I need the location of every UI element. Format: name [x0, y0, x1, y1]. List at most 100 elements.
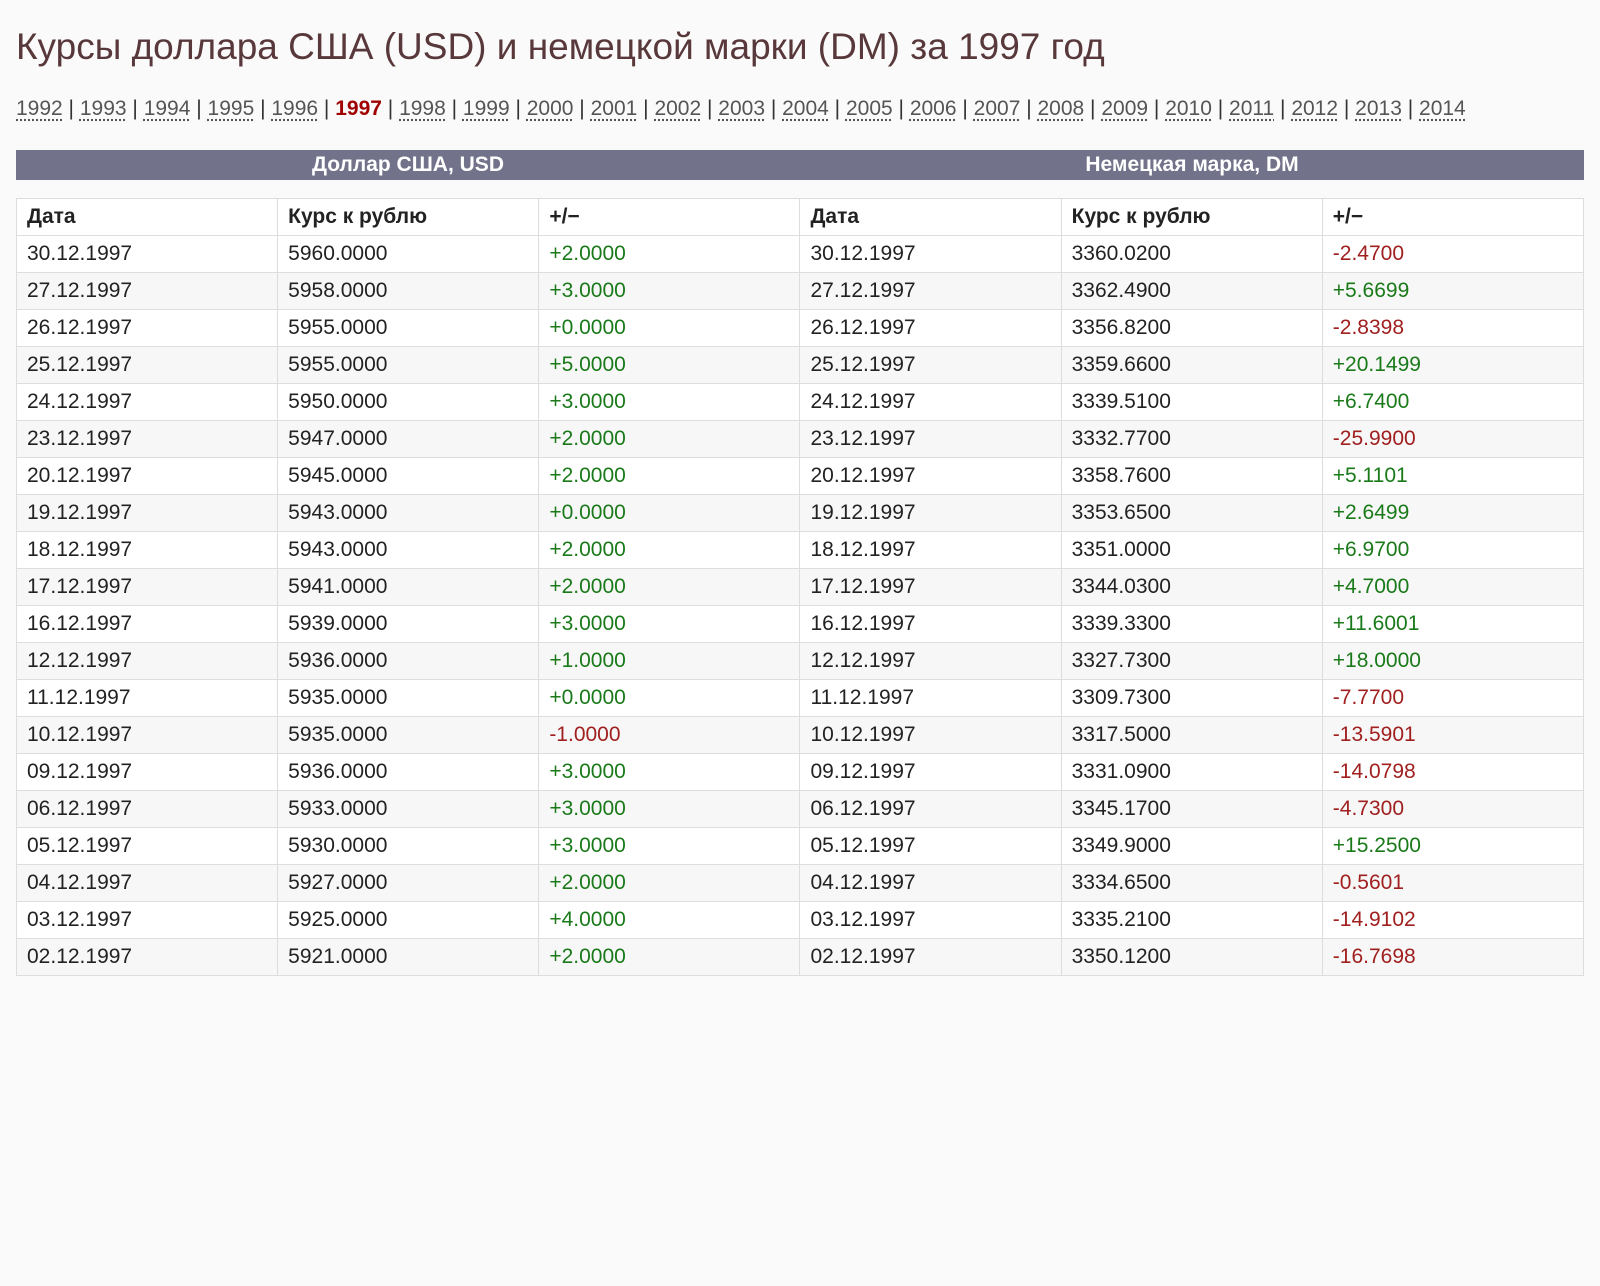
cell-rate: 3331.0900 — [1061, 753, 1322, 790]
table-row: 26.12.19975955.0000+0.000026.12.19973356… — [17, 309, 1584, 346]
cell-delta: -4.7300 — [1322, 790, 1583, 827]
year-separator: | — [127, 97, 144, 120]
year-separator: | — [382, 97, 399, 120]
cell-delta: +3.0000 — [539, 605, 800, 642]
table-header-row: ДатаКурс к рублю+/−ДатаКурс к рублю+/− — [17, 198, 1584, 235]
year-separator: | — [254, 97, 271, 120]
col-header-0: Дата — [17, 198, 278, 235]
cell-date: 30.12.1997 — [17, 235, 278, 272]
year-link-2008[interactable]: 2008 — [1038, 97, 1085, 120]
cell-rate: 5947.0000 — [278, 420, 539, 457]
cell-date: 02.12.1997 — [800, 938, 1061, 975]
cell-delta: -14.9102 — [1322, 901, 1583, 938]
cell-rate: 5930.0000 — [278, 827, 539, 864]
cell-date: 25.12.1997 — [800, 346, 1061, 383]
cell-date: 18.12.1997 — [17, 531, 278, 568]
year-link-1998[interactable]: 1998 — [399, 97, 446, 120]
cell-date: 10.12.1997 — [17, 716, 278, 753]
cell-delta: -2.8398 — [1322, 309, 1583, 346]
year-link-2004[interactable]: 2004 — [782, 97, 829, 120]
rates-table: ДатаКурс к рублю+/−ДатаКурс к рублю+/− 3… — [16, 198, 1584, 976]
col-header-4: Курс к рублю — [1061, 198, 1322, 235]
year-separator: | — [1274, 97, 1291, 120]
year-link-1995[interactable]: 1995 — [208, 97, 255, 120]
year-link-2010[interactable]: 2010 — [1165, 97, 1212, 120]
cell-date: 19.12.1997 — [800, 494, 1061, 531]
cell-date: 11.12.1997 — [17, 679, 278, 716]
year-link-2001[interactable]: 2001 — [591, 97, 638, 120]
cell-delta: +0.0000 — [539, 494, 800, 531]
cell-delta: +1.0000 — [539, 642, 800, 679]
cell-rate: 5927.0000 — [278, 864, 539, 901]
cell-rate: 5945.0000 — [278, 457, 539, 494]
table-row: 24.12.19975950.0000+3.000024.12.19973339… — [17, 383, 1584, 420]
cell-delta: +3.0000 — [539, 272, 800, 309]
year-separator: | — [637, 97, 654, 120]
cell-delta: +6.7400 — [1322, 383, 1583, 420]
table-row: 02.12.19975921.0000+2.000002.12.19973350… — [17, 938, 1584, 975]
cell-rate: 3351.0000 — [1061, 531, 1322, 568]
cell-date: 24.12.1997 — [17, 383, 278, 420]
table-row: 16.12.19975939.0000+3.000016.12.19973339… — [17, 605, 1584, 642]
cell-date: 26.12.1997 — [17, 309, 278, 346]
cell-rate: 5943.0000 — [278, 494, 539, 531]
year-separator: | — [1212, 97, 1229, 120]
cell-date: 09.12.1997 — [17, 753, 278, 790]
table-row: 19.12.19975943.0000+0.000019.12.19973353… — [17, 494, 1584, 531]
cell-rate: 5935.0000 — [278, 679, 539, 716]
cell-date: 19.12.1997 — [17, 494, 278, 531]
cell-date: 23.12.1997 — [800, 420, 1061, 457]
cell-delta: -1.0000 — [539, 716, 800, 753]
cell-date: 04.12.1997 — [800, 864, 1061, 901]
cell-date: 05.12.1997 — [800, 827, 1061, 864]
year-separator: | — [765, 97, 782, 120]
year-link-2007[interactable]: 2007 — [974, 97, 1021, 120]
year-link-2003[interactable]: 2003 — [718, 97, 765, 120]
cell-delta: +2.0000 — [539, 457, 800, 494]
cell-delta: +2.0000 — [539, 568, 800, 605]
cell-date: 30.12.1997 — [800, 235, 1061, 272]
table-row: 06.12.19975933.0000+3.000006.12.19973345… — [17, 790, 1584, 827]
year-link-1992[interactable]: 1992 — [16, 97, 63, 120]
year-link-2013[interactable]: 2013 — [1355, 97, 1402, 120]
cell-delta: -0.5601 — [1322, 864, 1583, 901]
year-link-1993[interactable]: 1993 — [80, 97, 127, 120]
cell-rate: 5950.0000 — [278, 383, 539, 420]
cell-date: 18.12.1997 — [800, 531, 1061, 568]
cell-rate: 5943.0000 — [278, 531, 539, 568]
year-separator: | — [1084, 97, 1101, 120]
cell-rate: 5960.0000 — [278, 235, 539, 272]
cell-delta: -13.5901 — [1322, 716, 1583, 753]
year-separator: | — [318, 97, 335, 120]
year-link-2009[interactable]: 2009 — [1101, 97, 1148, 120]
year-link-2002[interactable]: 2002 — [654, 97, 701, 120]
year-separator: | — [63, 97, 80, 120]
year-link-2005[interactable]: 2005 — [846, 97, 893, 120]
table-row: 23.12.19975947.0000+2.000023.12.19973332… — [17, 420, 1584, 457]
cell-date: 20.12.1997 — [17, 457, 278, 494]
year-link-2012[interactable]: 2012 — [1291, 97, 1338, 120]
cell-delta: -7.7700 — [1322, 679, 1583, 716]
year-link-2011[interactable]: 2011 — [1229, 97, 1274, 120]
cell-delta: +2.0000 — [539, 531, 800, 568]
year-link-1996[interactable]: 1996 — [271, 97, 318, 120]
year-separator: | — [573, 97, 590, 120]
year-link-2006[interactable]: 2006 — [910, 97, 957, 120]
year-link-1999[interactable]: 1999 — [463, 97, 510, 120]
cell-delta: -2.4700 — [1322, 235, 1583, 272]
cell-date: 12.12.1997 — [800, 642, 1061, 679]
cell-rate: 3344.0300 — [1061, 568, 1322, 605]
year-link-2000[interactable]: 2000 — [527, 97, 574, 120]
year-separator: | — [190, 97, 207, 120]
cell-delta: +3.0000 — [539, 790, 800, 827]
year-link-2014[interactable]: 2014 — [1419, 97, 1466, 120]
cell-delta: +15.2500 — [1322, 827, 1583, 864]
cell-date: 06.12.1997 — [800, 790, 1061, 827]
cell-date: 16.12.1997 — [800, 605, 1061, 642]
cell-rate: 3335.2100 — [1061, 901, 1322, 938]
cell-rate: 5939.0000 — [278, 605, 539, 642]
cell-rate: 5955.0000 — [278, 346, 539, 383]
year-link-1994[interactable]: 1994 — [144, 97, 191, 120]
cell-rate: 3317.5000 — [1061, 716, 1322, 753]
cell-rate: 5958.0000 — [278, 272, 539, 309]
